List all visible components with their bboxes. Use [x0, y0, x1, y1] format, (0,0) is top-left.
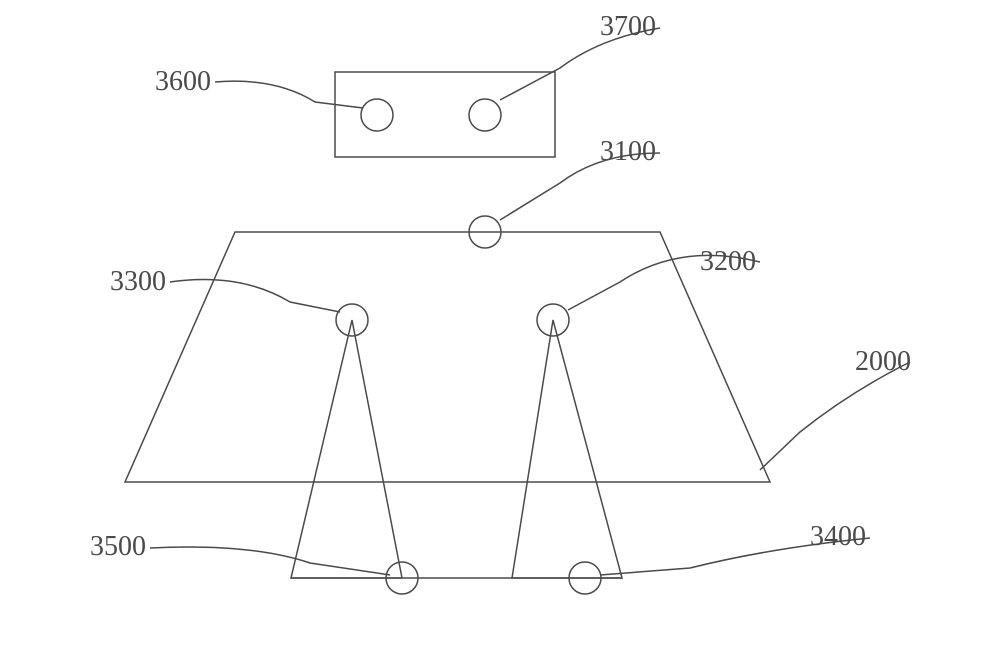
canvas-bg [0, 0, 1000, 658]
label-3500: 3500 [90, 531, 146, 562]
label-3200: 3200 [700, 246, 756, 277]
label-3700: 3700 [600, 11, 656, 42]
label-3100: 3100 [600, 136, 656, 167]
label-3400: 3400 [810, 521, 866, 552]
label-3300: 3300 [110, 266, 166, 297]
label-2000: 2000 [855, 346, 911, 377]
label-3600: 3600 [155, 66, 211, 97]
